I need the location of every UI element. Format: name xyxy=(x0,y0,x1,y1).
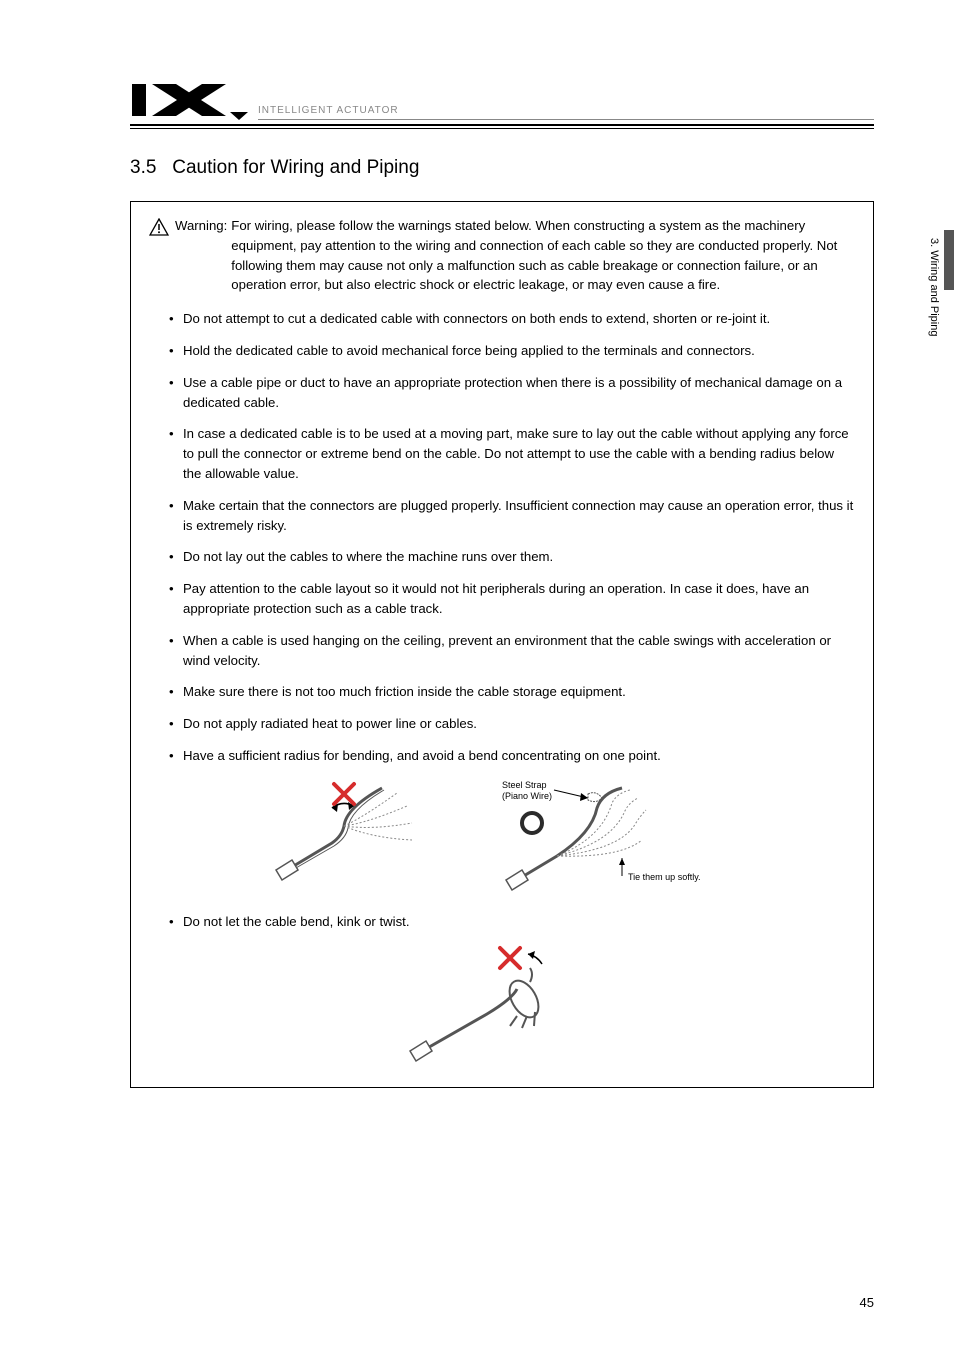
list-item: Do not lay out the cables to where the m… xyxy=(169,547,855,567)
label-steel-strap: Steel Strap xyxy=(502,780,547,790)
list-item: Do not let the cable bend, kink or twist… xyxy=(169,912,855,932)
illustration-row-2 xyxy=(149,944,855,1070)
list-item: Make certain that the connectors are plu… xyxy=(169,496,855,536)
side-tab: 3. Wiring and Piping xyxy=(914,230,954,480)
warning-text: For wiring, please follow the warnings s… xyxy=(231,216,855,295)
list-item: Pay attention to the cable layout so it … xyxy=(169,579,855,619)
list-item: Do not apply radiated heat to power line… xyxy=(169,714,855,734)
page-number: 45 xyxy=(860,1295,874,1310)
bullet-list: Do not attempt to cut a dedicated cable … xyxy=(169,309,855,766)
section-heading: Caution for Wiring and Piping xyxy=(172,157,419,178)
header-rule xyxy=(130,124,874,129)
kink-illustration xyxy=(402,944,602,1064)
list-item: Make sure there is not too much friction… xyxy=(169,682,855,702)
warning-label: Warning: xyxy=(175,216,227,236)
side-tab-bar xyxy=(944,230,954,290)
section-number: 3.5 xyxy=(130,157,156,178)
list-item: When a cable is used hanging on the ceil… xyxy=(169,631,855,671)
bad-bend-illustration xyxy=(272,778,442,888)
illustration-row-1: Steel Strap (Piano Wire) xyxy=(149,778,855,898)
good-bend-illustration: Steel Strap (Piano Wire) xyxy=(502,778,732,898)
label-tie-softly: Tie them up softly. xyxy=(628,872,701,882)
warning-triangle-icon xyxy=(149,218,169,236)
warning-box: Warning: For wiring, please follow the w… xyxy=(130,201,874,1088)
label-piano-wire: (Piano Wire) xyxy=(502,791,552,801)
brand-header: INTELLIGENT ACTUATOR xyxy=(130,80,874,120)
warning-header: Warning: For wiring, please follow the w… xyxy=(149,216,855,295)
list-item: Do not attempt to cut a dedicated cable … xyxy=(169,309,855,329)
logo-subtitle: INTELLIGENT ACTUATOR xyxy=(258,105,874,120)
list-item: Hold the dedicated cable to avoid mechan… xyxy=(169,341,855,361)
list-item: In case a dedicated cable is to be used … xyxy=(169,424,855,483)
list-item: Have a sufficient radius for bending, an… xyxy=(169,746,855,766)
bullet-list-2: Do not let the cable bend, kink or twist… xyxy=(169,912,855,932)
ix-logo-icon xyxy=(130,80,250,120)
section-title: 3.5 Caution for Wiring and Piping xyxy=(130,157,874,179)
list-item: Use a cable pipe or duct to have an appr… xyxy=(169,373,855,413)
side-tab-text: 3. Wiring and Piping xyxy=(928,238,940,336)
